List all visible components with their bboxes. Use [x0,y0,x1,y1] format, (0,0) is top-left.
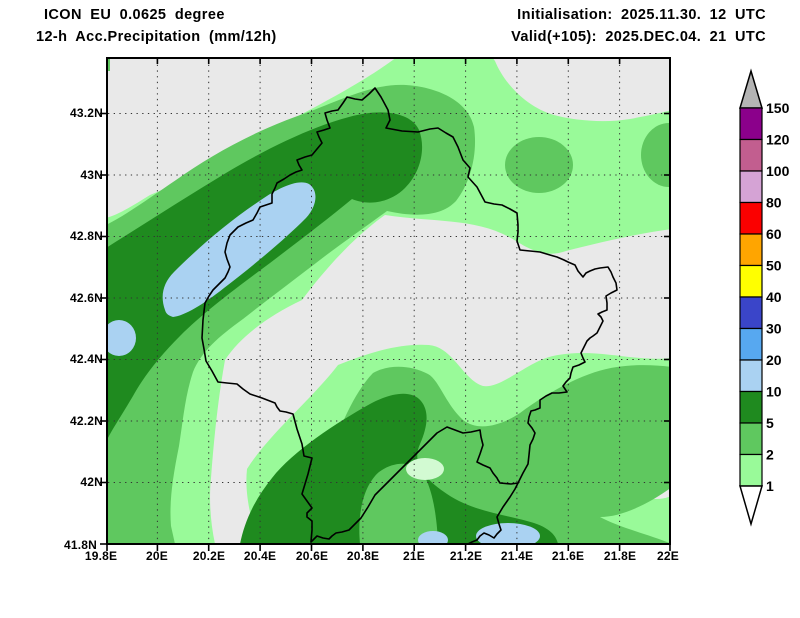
x-tick-label: 19.8E [84,549,118,563]
colorbar-label: 40 [766,289,782,305]
colorbar-label: 1 [766,478,774,494]
x-tick-label: 21.6E [551,549,585,563]
y-tick-label: 42N [80,475,103,489]
colorbar-label: 10 [766,384,782,400]
colorbar-label: 100 [766,163,790,179]
precipitation-map [100,57,671,551]
colorbar-segment [739,390,763,424]
x-tick-label: 22E [657,549,679,563]
header-init-time: Initialisation: 2025.11.30. 12 UTC [517,7,766,23]
core-10mm-south-large [476,523,540,544]
x-tick-label: 20E [146,549,168,563]
colorbar-legend: 150 120 100 80 60 50 40 30 20 10 5 2 1 [738,68,790,527]
y-tick-label: 43N [80,168,103,182]
header-model-line: ICON EU 0.0625 degree [44,7,225,23]
colorbar-underflow-arrow [739,485,763,527]
precipitation-field [106,57,671,544]
colorbar-segment [739,201,763,235]
colorbar-segment [739,107,763,141]
x-tick-label: 20.8E [346,549,380,563]
colorbar-label: 20 [766,352,782,368]
colorbar-overflow-arrow [738,68,764,109]
core-10mm-south-small [418,531,448,544]
core-10mm-west-edge [106,320,136,356]
colorbar-label: 120 [766,132,790,148]
colorbar-label: 80 [766,195,782,211]
blob-2mm-north-east [641,123,671,187]
header-valid-time: Valid(+105): 2025.DEC.04. 21 UTC [511,29,766,45]
blob-2mm-north-center [505,137,573,193]
map-frame [106,57,671,545]
y-tick-label: 42.2N [69,414,103,428]
colorbar-segment [739,264,763,298]
x-tick-label: 21E [403,549,425,563]
x-tick-label: 21.4E [500,549,534,563]
core-10mm-diagonal [162,182,316,317]
notch-2mm-between-arms [359,463,438,544]
colorbar-label: 30 [766,321,782,337]
y-tick-label: 42.4N [69,352,103,366]
x-tick-label: 20.4E [243,549,277,563]
colorbar-segment [739,296,763,330]
colorbar-label: 50 [766,258,782,274]
minimum-pale-spot [406,458,444,480]
x-tick-label: 21.8E [603,549,637,563]
colorbar-label: 2 [766,447,774,463]
band-5mm-diagonal [106,112,423,443]
colorbar-labels: 150 120 100 80 60 50 40 30 20 10 5 2 1 [766,100,790,494]
x-tick-label: 21.2E [449,549,483,563]
colorbar-label: 150 [766,100,790,116]
header-product-line: 12-h Acc.Precipitation (mm/12h) [36,29,277,45]
colorbar-segment [739,453,763,487]
y-tick-label: 43.2N [69,106,103,120]
colorbar-segment [739,327,763,361]
y-tick-label: 42.8N [69,229,103,243]
colorbar-segment [739,359,763,393]
colorbar-segments [739,107,763,487]
colorbar-label: 60 [766,226,782,242]
colorbar-segment [739,422,763,456]
country-border-outline [201,87,618,545]
colorbar-segment [739,233,763,267]
y-tick-label: 41.8N [63,538,97,552]
colorbar-label: 5 [766,415,774,431]
x-tick-label: 20.2E [192,549,226,563]
colorbar-segment [739,138,763,172]
x-tick-label: 20.6E [295,549,329,563]
colorbar-segment [739,170,763,204]
dry-area-center [210,215,671,544]
dry-area-north [492,57,671,122]
y-tick-label: 42.6N [69,291,103,305]
